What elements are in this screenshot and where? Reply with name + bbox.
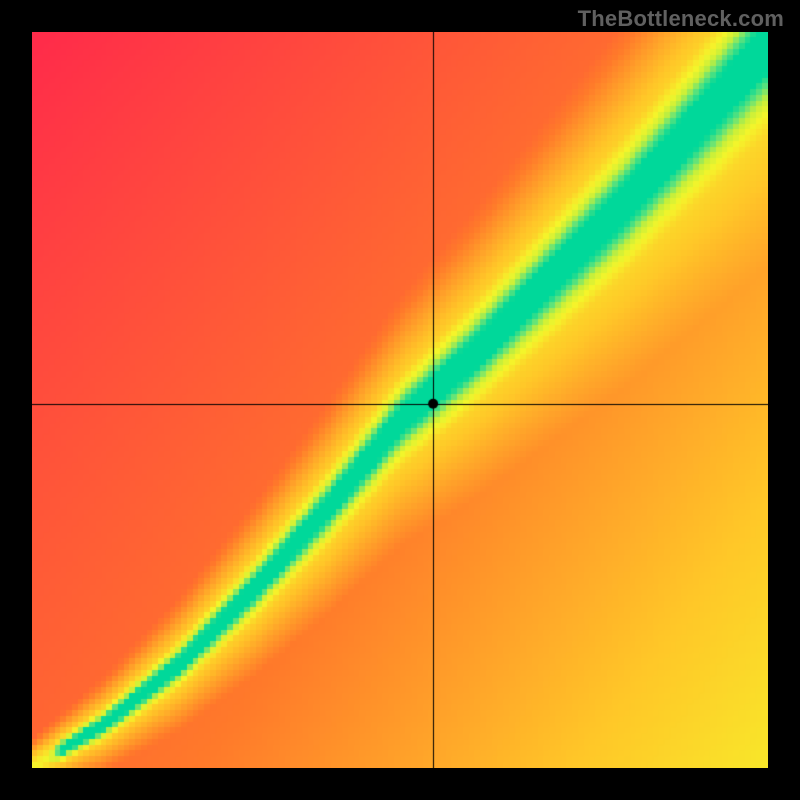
watermark-text: TheBottleneck.com [578,6,784,32]
bottleneck-heatmap [32,32,768,768]
